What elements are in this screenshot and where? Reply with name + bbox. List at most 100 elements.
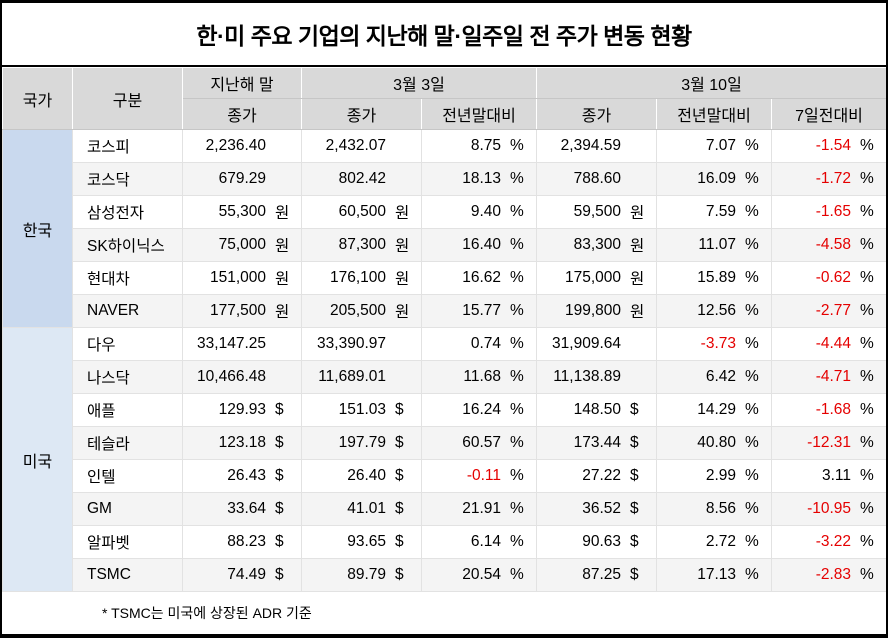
value-cell-m10chg: 17.13%: [656, 558, 772, 592]
value-cell-wk: -0.62%: [770, 261, 886, 295]
value-cell-m3: 205,500 원: [301, 294, 422, 328]
value-number: -3.22: [815, 533, 852, 550]
value-cell-prev: 74.49 $: [182, 558, 302, 592]
value-cell-m10chg: -3.73%: [656, 327, 772, 361]
value-unit: %: [860, 269, 874, 286]
company-label: 알파벳: [72, 525, 183, 559]
value-unit: %: [510, 368, 524, 385]
value-number: 8.56: [705, 500, 736, 517]
value-unit: %: [745, 170, 759, 187]
value-cell-m3chg: -0.11%: [421, 459, 537, 493]
value-unit: $: [275, 434, 284, 451]
country-cell-korea: 한국: [2, 129, 73, 328]
value-cell-m10chg: 16.09%: [656, 162, 772, 196]
value-number: 31,909.64: [552, 335, 621, 352]
value-unit: %: [510, 533, 524, 550]
value-unit: $: [275, 533, 284, 550]
value-unit: 원: [275, 238, 290, 255]
value-number: 17.13: [697, 566, 736, 583]
value-unit: %: [745, 335, 759, 352]
value-number: -1.68: [815, 401, 852, 418]
value-cell-m3: 89.79 $: [301, 558, 422, 592]
value-number: 11,138.89: [553, 368, 621, 385]
value-cell-m3chg: 9.40%: [421, 195, 537, 229]
value-cell-m3chg: 18.13%: [421, 162, 537, 196]
value-cell-prev: 55,300 원: [182, 195, 302, 229]
value-number: 83,300: [573, 236, 621, 253]
value-unit: $: [395, 500, 404, 517]
stock-table: 국가 구분 지난해 말 3월 3일 3월 10일 종가 종가 전년말대비 종가 …: [2, 67, 886, 592]
value-unit: 원: [630, 205, 645, 222]
value-number: 75,000: [218, 236, 266, 253]
value-number: 10,466.48: [197, 368, 266, 385]
value-number: -4.58: [815, 236, 852, 253]
company-label: 코스피: [72, 129, 183, 163]
value-unit: 원: [630, 304, 645, 321]
table-row: 한국 코스피 2,236.40 2,432.07 8.75% 2,394.59 7.07% -…: [2, 129, 886, 328]
value-number: -2.83: [815, 566, 852, 583]
value-number: 199,800: [564, 302, 621, 319]
value-unit: 원: [395, 304, 410, 321]
value-number: 176,100: [329, 269, 386, 286]
value-cell-m3chg: 60.57%: [421, 426, 537, 460]
value-number: 2,236.40: [205, 137, 266, 154]
value-cell-wk: -1.72%: [770, 162, 886, 196]
value-unit: $: [395, 467, 404, 484]
value-cell-m10: 90.63 $: [536, 525, 657, 559]
value-cell-m10: 199,800 원: [536, 294, 657, 328]
company-label: 삼성전자: [72, 195, 183, 229]
value-cell-wk: -1.54%: [770, 129, 886, 163]
value-cell-m10: 27.22 $: [536, 459, 657, 493]
table-row: 인텔 26.43 $26.40 $ -0.11% 27.22 $2.99% 3.11%: [3, 459, 886, 493]
value-number: 2,432.07: [325, 137, 386, 154]
value-cell-prev: 129.93 $: [182, 393, 302, 427]
value-number: 7.59: [705, 203, 736, 220]
value-number: 7.07: [705, 137, 736, 154]
value-cell-wk: -10.95%: [770, 492, 886, 526]
value-cell-m10: 175,000 원: [536, 261, 657, 295]
value-cell-m3chg: 8.75%: [421, 129, 537, 163]
value-number: 27.22: [582, 467, 621, 484]
value-number: 74.49: [227, 566, 266, 583]
value-cell-m3: 41.01 $: [301, 492, 422, 526]
value-unit: 원: [275, 304, 290, 321]
col-header-vs-yearend-march3: 전년말대비: [421, 98, 537, 130]
value-number: 788.60: [573, 170, 621, 187]
company-label: 현대차: [72, 261, 183, 295]
value-cell-wk: -3.22%: [770, 525, 886, 559]
value-number: 87,300: [338, 236, 386, 253]
table-body: 한국 코스피 2,236.40 2,432.07 8.75% 2,394.59 7.07% -…: [2, 129, 886, 592]
value-cell-m3chg: 16.40%: [421, 228, 537, 262]
value-number: 60,500: [338, 203, 386, 220]
value-number: 55,300: [218, 203, 266, 220]
value-cell-m10: 59,500 원: [536, 195, 657, 229]
table-row: 삼성전자 55,300 원 60,500 원 9.40% 59,500 원 7.59% -1.65…: [3, 195, 886, 229]
value-number: 89.79: [347, 566, 386, 583]
value-number: 59,500: [573, 203, 621, 220]
value-unit: %: [745, 269, 759, 286]
col-header-march3: 3월 3일: [301, 67, 537, 99]
value-unit: 원: [630, 271, 645, 288]
value-number: 33,147.25: [197, 335, 266, 352]
value-unit: %: [510, 467, 524, 484]
value-unit: 원: [395, 205, 410, 222]
value-cell-m3: 60,500 원: [301, 195, 422, 229]
value-unit: %: [860, 533, 874, 550]
table-row: 미국 다우 33,147.25 33,390.97 0.74% 31,909.64 -3.7…: [2, 327, 886, 592]
value-number: 33.64: [227, 500, 266, 517]
value-cell-m10chg: 2.99%: [656, 459, 772, 493]
col-header-vs-yearend-march10: 전년말대비: [656, 98, 772, 130]
company-label: TSMC: [72, 558, 183, 592]
value-number: 26.43: [227, 467, 266, 484]
value-number: 802.42: [338, 170, 386, 187]
value-unit: %: [510, 335, 524, 352]
value-unit: $: [630, 401, 639, 418]
value-unit: %: [510, 434, 524, 451]
value-unit: %: [510, 203, 524, 220]
value-number: 679.29: [218, 170, 266, 187]
value-cell-m10: 2,394.59: [536, 129, 657, 163]
value-cell-m10chg: 15.89%: [656, 261, 772, 295]
value-cell-m3: 26.40 $: [301, 459, 422, 493]
value-cell-m10chg: 14.29%: [656, 393, 772, 427]
value-unit: %: [860, 203, 874, 220]
